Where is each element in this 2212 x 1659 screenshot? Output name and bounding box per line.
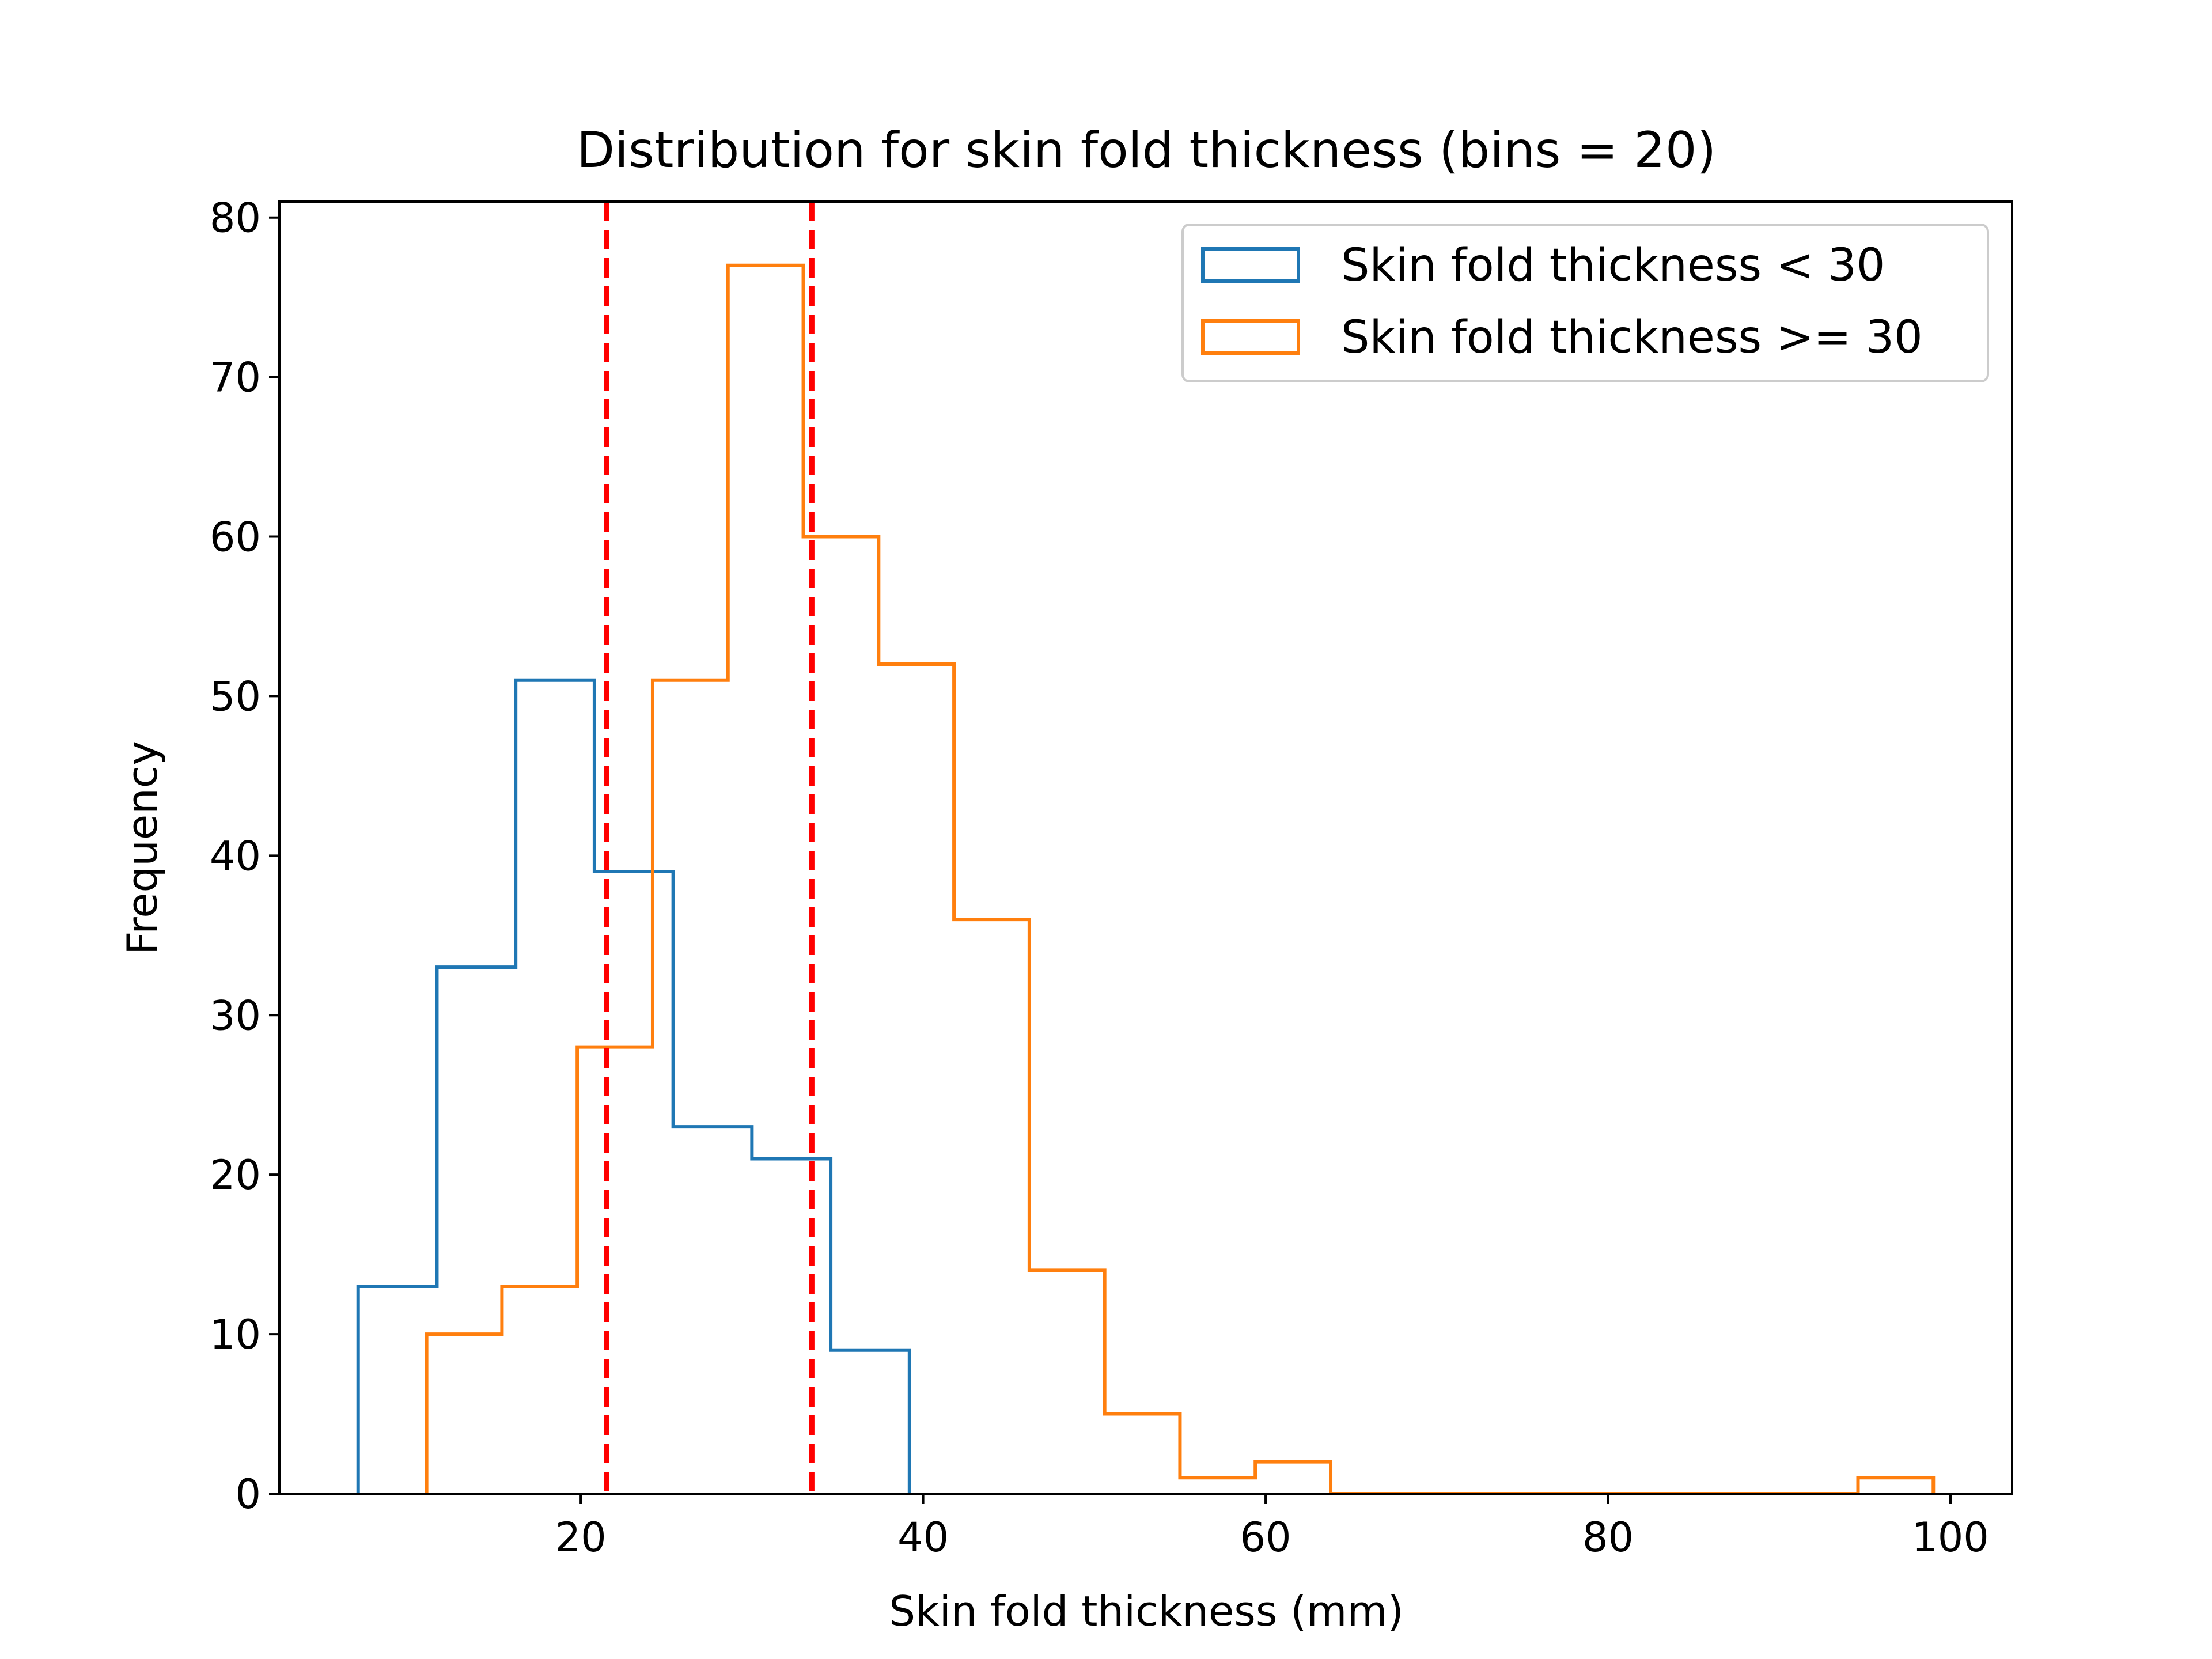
legend-swatch-2 [1201, 319, 1300, 355]
histogram-series-1 [356, 678, 911, 1494]
y-tick-label: 60 [210, 514, 261, 561]
legend: Skin fold thickness < 30 Skin fold thickn… [1181, 224, 1989, 382]
x-axis: 20 40 60 80 100 [555, 1494, 1989, 1561]
legend-swatch-1 [1201, 247, 1300, 283]
y-tick-label: 70 [210, 354, 261, 402]
y-tick-label: 40 [210, 832, 261, 880]
plot-area [278, 200, 2013, 1495]
chart-title: Distribution for skin fold thickness (bi… [577, 122, 1716, 179]
y-tick-label: 20 [210, 1152, 261, 1199]
y-tick-label: 0 [235, 1471, 261, 1518]
y-tick-label: 30 [210, 992, 261, 1039]
y-axis: 0 10 20 30 40 50 60 70 80 [210, 195, 279, 1518]
x-tick-label: 60 [1240, 1514, 1291, 1561]
y-tick-label: 80 [210, 195, 261, 242]
legend-label-1: Skin fold thickness < 30 [1341, 240, 1885, 291]
x-axis-label: Skin fold thickness (mm) [889, 1587, 1403, 1635]
y-tick-label: 10 [210, 1311, 261, 1358]
y-axis-label: Frequency [118, 741, 166, 955]
legend-label-2: Skin fold thickness >= 30 [1341, 312, 1923, 363]
x-tick-label: 80 [1582, 1514, 1634, 1561]
legend-box [1181, 224, 1989, 382]
x-tick-label: 40 [897, 1514, 949, 1561]
plot-frame [278, 200, 2013, 1495]
x-tick-label: 100 [1912, 1514, 1989, 1561]
y-tick-label: 50 [210, 673, 261, 720]
x-tick-label: 20 [555, 1514, 607, 1561]
